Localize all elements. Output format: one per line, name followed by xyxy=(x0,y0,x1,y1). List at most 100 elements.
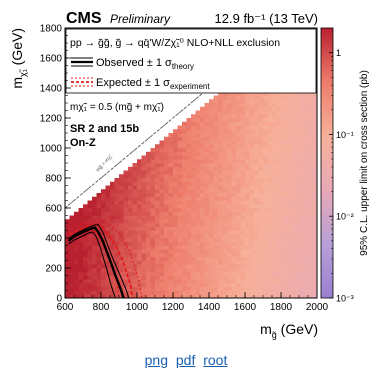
heatmap-cell xyxy=(186,185,192,190)
heatmap-cell xyxy=(132,223,138,228)
heatmap-cell xyxy=(272,125,277,130)
heatmap-cell xyxy=(285,144,291,149)
heatmap-cell xyxy=(119,178,124,183)
heatmap-cell xyxy=(195,181,201,186)
heatmap-cell xyxy=(114,234,120,239)
heatmap-cell xyxy=(159,226,165,231)
heatmap-cell xyxy=(213,125,219,130)
heatmap-cell xyxy=(303,223,309,228)
heatmap-cell xyxy=(218,181,223,186)
heatmap-cell xyxy=(240,114,246,119)
heatmap-cell xyxy=(65,256,70,261)
heatmap-cell xyxy=(195,256,201,261)
heatmap-cell xyxy=(236,133,241,138)
heatmap-cell xyxy=(222,283,228,288)
heatmap-cell xyxy=(195,133,201,138)
heatmap-cell xyxy=(272,245,277,250)
heatmap-cell xyxy=(236,121,241,126)
heatmap-cell xyxy=(290,234,295,239)
heatmap-cell xyxy=(312,241,317,246)
heatmap-cell xyxy=(254,230,259,235)
heatmap-cell xyxy=(150,223,156,228)
heatmap-cell xyxy=(263,200,268,205)
heatmap-cell xyxy=(236,215,241,220)
heatmap-cell xyxy=(299,166,304,171)
heatmap-cell xyxy=(141,196,147,201)
heatmap-cell xyxy=(312,114,317,119)
heatmap-cell xyxy=(105,208,111,213)
heatmap-cell xyxy=(263,99,268,104)
heatmap-cell xyxy=(236,290,241,295)
heatmap-cell xyxy=(231,200,237,205)
heatmap-cell xyxy=(272,215,277,220)
heatmap-cell xyxy=(164,148,169,153)
heatmap-cell xyxy=(281,159,286,164)
heatmap-cell xyxy=(254,219,259,224)
heatmap-cell xyxy=(254,95,259,100)
heatmap-cell xyxy=(182,253,187,258)
heatmap-cell xyxy=(159,200,165,205)
heatmap-cell xyxy=(245,200,250,205)
heatmap-cell xyxy=(272,275,277,280)
pdf-link[interactable]: pdf xyxy=(175,352,196,368)
heatmap-cell xyxy=(105,230,111,235)
heatmap-cell xyxy=(294,144,300,149)
heatmap-cell xyxy=(227,204,232,209)
heatmap-cell xyxy=(240,283,246,288)
heatmap-cell xyxy=(200,174,205,179)
heatmap-cell xyxy=(285,249,291,254)
heatmap-cell xyxy=(249,151,255,156)
heatmap-cell xyxy=(213,241,219,246)
heatmap-cell xyxy=(312,174,317,179)
heatmap-cell xyxy=(177,136,183,141)
heatmap-cell xyxy=(105,283,111,288)
heatmap-cell xyxy=(155,230,160,235)
heatmap-cell xyxy=(249,185,255,190)
mass-relation-label: mχ̃₁ = 0.5 (mg̃ + mχ̃₁) xyxy=(70,102,164,113)
heatmap-cell xyxy=(218,230,223,235)
heatmap-cell xyxy=(231,99,237,104)
heatmap-cell xyxy=(281,125,286,130)
heatmap-cell xyxy=(137,245,142,250)
heatmap-cell xyxy=(231,148,237,153)
heatmap-cell xyxy=(132,208,138,213)
heatmap-cell xyxy=(240,129,246,134)
heatmap-cell xyxy=(249,144,255,149)
heatmap-cell xyxy=(236,260,241,265)
heatmap-cell xyxy=(141,185,147,190)
heatmap-cell xyxy=(150,268,156,273)
heatmap-cell xyxy=(168,275,174,280)
heatmap-cell xyxy=(155,264,160,269)
heatmap-cell xyxy=(272,211,277,216)
heatmap-cell xyxy=(290,185,295,190)
png-link[interactable]: png xyxy=(144,352,168,368)
heatmap-cell xyxy=(204,275,210,280)
heatmap-cell xyxy=(213,170,219,175)
heatmap-cell xyxy=(276,275,282,280)
heatmap-cell xyxy=(87,271,93,276)
heatmap-cell xyxy=(231,283,237,288)
heatmap-cell xyxy=(294,219,300,224)
heatmap-cell xyxy=(299,91,304,96)
heatmap-cell xyxy=(258,215,264,220)
heatmap-cell xyxy=(204,249,210,254)
heatmap-cell xyxy=(267,129,273,134)
heatmap-cell xyxy=(164,279,169,284)
heatmap-cell xyxy=(110,185,115,190)
root-link[interactable]: root xyxy=(203,352,228,368)
heatmap-cell xyxy=(285,234,291,239)
heatmap-cell xyxy=(222,125,228,130)
heatmap-cell xyxy=(204,230,210,235)
heatmap-cell xyxy=(258,174,264,179)
heatmap-cell xyxy=(110,211,115,216)
heatmap-cell xyxy=(258,110,264,115)
heatmap-cell xyxy=(285,103,291,108)
heatmap-cell xyxy=(200,133,205,138)
heatmap-cell xyxy=(281,148,286,153)
heatmap-cell xyxy=(290,155,295,160)
heatmap-cell xyxy=(263,110,268,115)
heatmap-cell xyxy=(164,200,169,205)
heatmap-cell xyxy=(258,241,264,246)
heatmap-cell xyxy=(272,99,277,104)
heatmap-cell xyxy=(123,238,129,243)
